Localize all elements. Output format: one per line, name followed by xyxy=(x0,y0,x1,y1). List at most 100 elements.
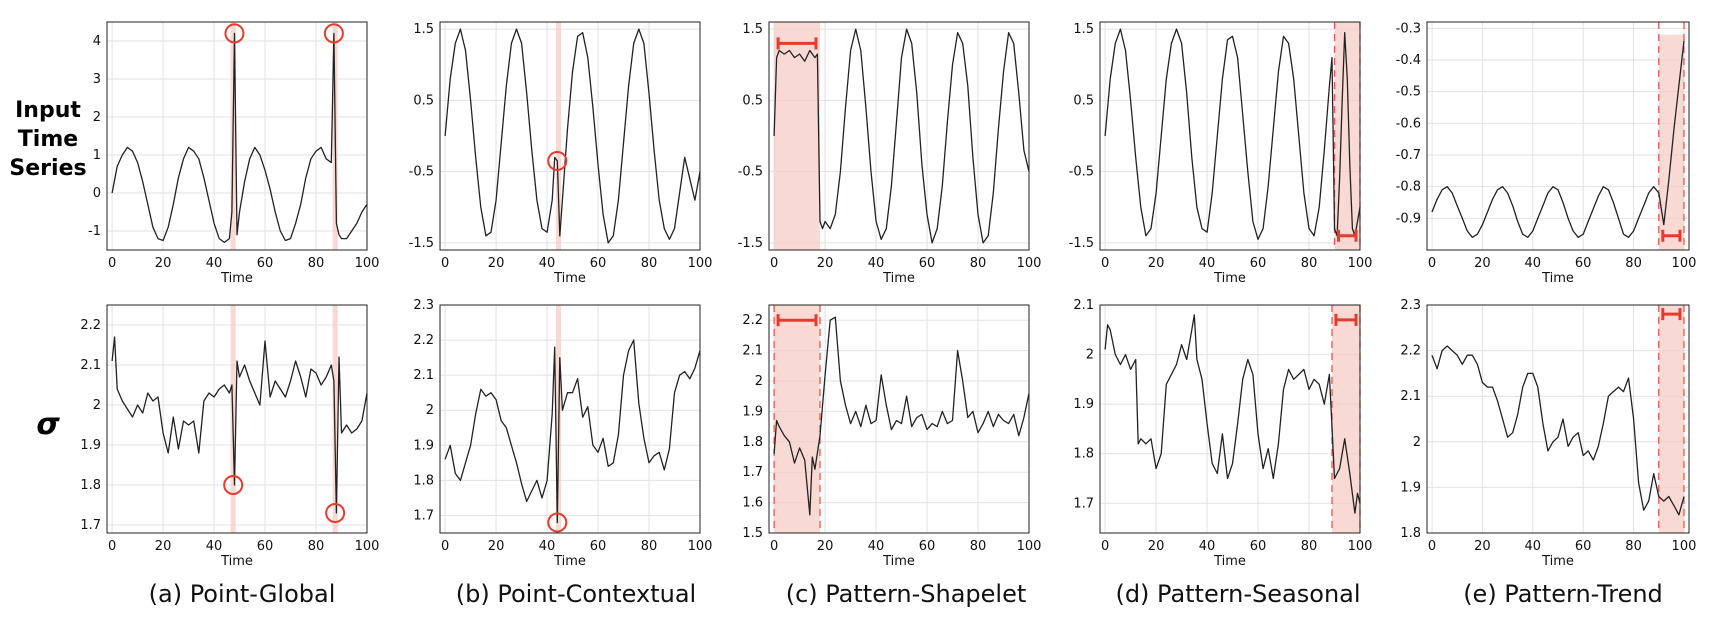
y-tick-label: -0.6 xyxy=(1396,116,1421,131)
y-tick-label: -0.5 xyxy=(1396,85,1421,100)
x-tick-label: 20 xyxy=(817,256,834,271)
x-axis-label: Time xyxy=(553,554,586,569)
anomaly-band xyxy=(1658,305,1684,533)
y-tick-label: 2.2 xyxy=(1400,344,1421,359)
y-tick-label: -0.7 xyxy=(1396,148,1421,163)
anomaly-marker xyxy=(224,23,245,44)
plot-frame xyxy=(106,21,368,251)
x-tick-label: 40 xyxy=(206,256,223,271)
y-tick-label: 4 xyxy=(93,34,101,49)
y-tick-label: 1.5 xyxy=(413,22,434,37)
y-tick-label: 2.2 xyxy=(742,313,763,328)
x-tick-label: 20 xyxy=(488,539,505,554)
y-tick-label: -1.5 xyxy=(738,236,763,251)
y-tick-label: -0.3 xyxy=(1396,21,1421,36)
plot-frame xyxy=(1426,21,1690,251)
chart-b-top: 0 20 40 60 80 100 -1.5 -0.5 0.5 1.5 Time xyxy=(409,21,712,286)
x-axis-label: Time xyxy=(882,554,915,569)
x-axis-label: Time xyxy=(220,554,253,569)
plot-frame xyxy=(439,21,701,251)
x-tick-label: 100 xyxy=(1672,539,1697,554)
chart-a-bottom: 0 20 40 60 80 100 1.7 1.8 1.9 2 2.1 2.2 Time xyxy=(80,304,379,569)
y-tick-label: 3 xyxy=(93,72,101,87)
anomaly-marker xyxy=(323,23,344,44)
x-tick-label: 20 xyxy=(488,256,505,271)
y-tick-label: 2.1 xyxy=(742,344,763,359)
x-tick-label: 80 xyxy=(1301,539,1318,554)
series-line xyxy=(111,336,368,514)
row-label-sigma: σ xyxy=(36,407,60,442)
y-tick-label: 1.5 xyxy=(742,22,763,37)
series-line xyxy=(773,28,1030,244)
x-tick-label: 0 xyxy=(1101,539,1109,554)
x-tick-label: 20 xyxy=(1148,256,1165,271)
y-tick-label: 2 xyxy=(426,403,434,418)
x-axis-label: Time xyxy=(553,271,586,286)
chart-d-top: 0 20 40 60 80 100 -1.5 -0.5 0.5 1.5 Time xyxy=(1069,21,1373,286)
y-tick-label: 0.5 xyxy=(413,93,434,108)
y-tick-label: 2 xyxy=(93,398,101,413)
y-tick-label: 1.9 xyxy=(413,438,434,453)
y-tick-label: 2.3 xyxy=(1400,298,1421,313)
x-tick-label: 40 xyxy=(868,256,885,271)
chart-b-bottom: 0 20 40 60 80 100 1.7 1.8 1.9 2 2.1 2.2 2.3 Time xyxy=(413,298,712,569)
series-line xyxy=(1104,314,1361,514)
x-tick-label: 40 xyxy=(1199,539,1216,554)
x-tick-label: 60 xyxy=(257,256,274,271)
y-tick-label: 2.1 xyxy=(80,358,101,373)
x-tick-label: 0 xyxy=(108,256,116,271)
x-tick-label: 0 xyxy=(1428,539,1436,554)
y-tick-label: 2.2 xyxy=(413,333,434,348)
y-tick-label: 1.7 xyxy=(742,465,763,480)
y-tick-label: -0.9 xyxy=(1396,211,1421,226)
x-tick-label: 100 xyxy=(1672,256,1697,271)
x-axis-label: Time xyxy=(1541,554,1574,569)
x-tick-label: 20 xyxy=(1474,539,1491,554)
x-tick-label: 80 xyxy=(308,539,325,554)
chart-a-top: 0 20 40 60 80 100 -1 0 1 2 3 4 Time xyxy=(88,21,379,286)
panel-title-c: (c) Pattern-Shapelet xyxy=(786,580,1027,608)
plot-frame xyxy=(1099,304,1361,534)
y-tick-label: 1.9 xyxy=(1073,397,1094,412)
y-tick-label: 1.6 xyxy=(742,496,763,511)
x-tick-label: 80 xyxy=(1301,256,1318,271)
x-tick-label: 0 xyxy=(770,256,778,271)
y-tick-label: 1.8 xyxy=(742,435,763,450)
x-tick-label: 80 xyxy=(1625,539,1642,554)
x-tick-label: 60 xyxy=(590,539,607,554)
panel-title-a: (a) Point-Global xyxy=(149,580,336,608)
y-tick-label: 2 xyxy=(1413,435,1421,450)
anomaly-marker xyxy=(325,503,346,523)
y-tick-label: 0.5 xyxy=(1073,93,1094,108)
x-tick-label: 60 xyxy=(1250,256,1267,271)
y-tick-label: 2.1 xyxy=(1400,389,1421,404)
x-tick-label: 60 xyxy=(257,539,274,554)
x-tick-label: 20 xyxy=(817,539,834,554)
y-tick-label: 1 xyxy=(93,148,101,163)
anomaly-band xyxy=(774,305,820,533)
x-axis-label: Time xyxy=(220,271,253,286)
y-tick-label: 1.7 xyxy=(413,508,434,523)
x-tick-label: 60 xyxy=(1575,256,1592,271)
y-tick-label: -0.8 xyxy=(1396,180,1421,195)
y-tick-label: 1.7 xyxy=(80,518,101,533)
x-tick-label: 40 xyxy=(868,539,885,554)
plot-frame xyxy=(106,304,368,534)
x-axis-label: Time xyxy=(1541,271,1574,286)
chart-c-bottom: 0 20 40 60 80 100 1.5 1.6 1.7 1.8 1.9 2 2.1 2.2 Time xyxy=(742,304,1041,569)
x-axis-label: Time xyxy=(882,271,915,286)
x-tick-label: 60 xyxy=(590,256,607,271)
x-tick-label: 40 xyxy=(1525,539,1542,554)
x-tick-label: 100 xyxy=(688,539,713,554)
x-tick-label: 0 xyxy=(441,539,449,554)
anomaly-marker xyxy=(547,512,568,533)
plot-frame xyxy=(768,304,1030,534)
x-tick-label: 100 xyxy=(1348,256,1373,271)
y-tick-label: 1.7 xyxy=(1073,496,1094,511)
anomaly-band xyxy=(774,22,820,250)
x-tick-label: 80 xyxy=(308,256,325,271)
x-tick-label: 0 xyxy=(1101,256,1109,271)
x-tick-label: 60 xyxy=(1575,539,1592,554)
x-tick-label: 100 xyxy=(1348,539,1373,554)
